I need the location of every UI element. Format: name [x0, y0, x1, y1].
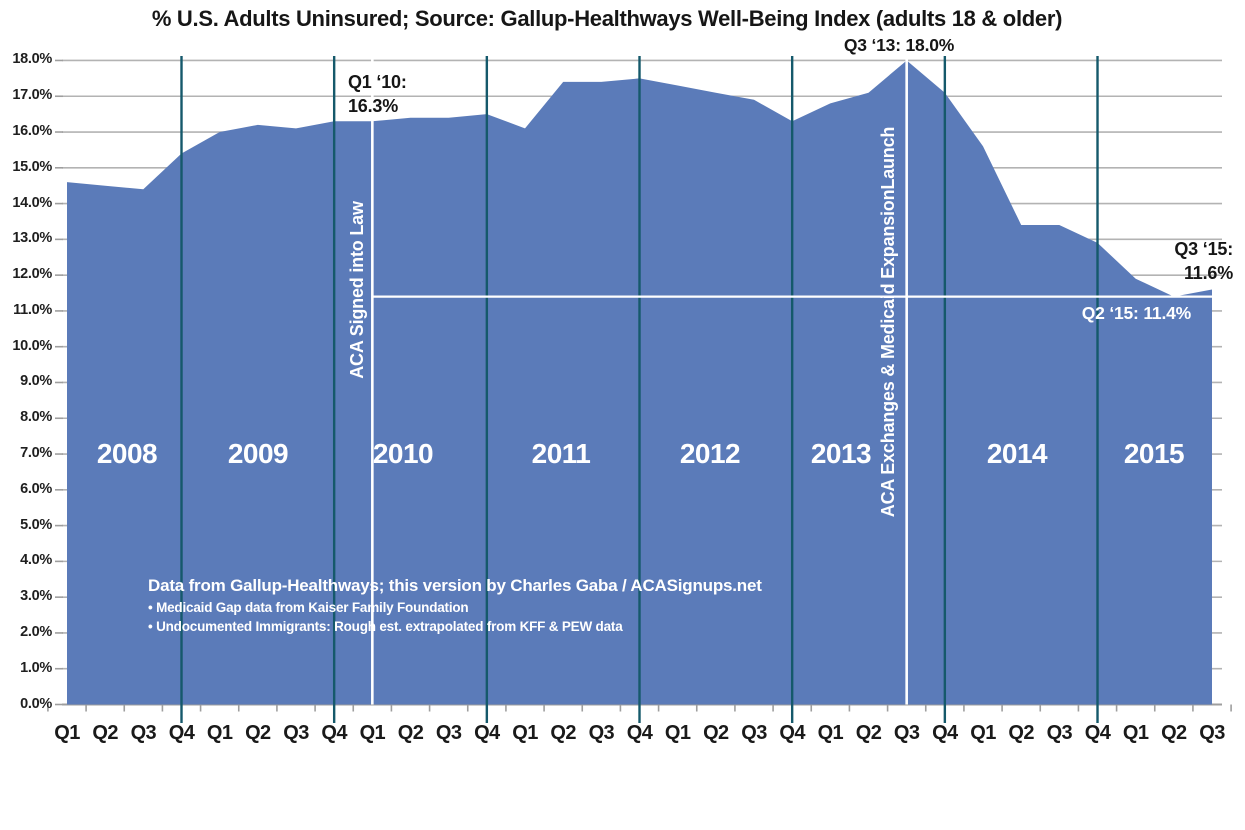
x-axis-label-2012-Q1: Q1: [664, 722, 691, 744]
year-label-2013: 2013: [810, 438, 872, 469]
x-axis-label-2013-Q1: Q1: [817, 722, 844, 744]
x-axis-label-2015-Q1: Q1: [1122, 722, 1149, 744]
y-axis-label-40: 4.0%: [20, 552, 52, 569]
year-label-2010: 2010: [372, 438, 434, 469]
x-axis-label-2009-Q3: Q3: [283, 722, 309, 744]
x-axis-label-2015-Q2: Q2: [1161, 722, 1187, 744]
year-label-2015: 2015: [1123, 438, 1185, 469]
x-axis-label-2011-Q4: Q4: [626, 722, 653, 744]
x-axis-label-2014-Q1: Q1: [970, 722, 996, 744]
x-axis-label-2009-Q4: Q4: [321, 722, 347, 744]
y-axis-label-30: 3.0%: [20, 588, 52, 605]
year-label-2008: 2008: [96, 438, 158, 469]
x-axis-label-2013-Q2: Q2: [855, 722, 882, 744]
x-axis-label-2008-Q2: Q2: [92, 722, 118, 744]
y-axis-label-140: 14.0%: [12, 194, 52, 211]
x-axis-label-2014-Q3: Q3: [1046, 722, 1073, 744]
event-label-aca-signed-into-law: ACA Signed into Law: [347, 201, 367, 379]
x-axis-label-2011-Q1: Q1: [512, 722, 538, 744]
source-note-main: Data from Gallup-Healthways; this versio…: [148, 576, 762, 595]
chart-title: % U.S. Adults Uninsured; Source: Gallup-…: [151, 6, 1063, 31]
x-axis-label-2008-Q1: Q1: [54, 722, 80, 744]
x-axis-label-2015-Q3: Q3: [1199, 722, 1225, 744]
annotation-q1-2010: Q1 ‘10: 16.3%: [348, 70, 407, 118]
y-axis-label-90: 9.0%: [20, 373, 52, 390]
x-axis-label-2012-Q4: Q4: [779, 722, 805, 744]
annotation-q3-2015-line1: Q3 ‘15:: [1174, 239, 1233, 259]
x-axis-label-2014-Q4: Q4: [1084, 722, 1111, 744]
annotation-q1-2010-line2: 16.3%: [348, 96, 399, 116]
x-axis-label-2012-Q3: Q3: [741, 722, 767, 744]
y-axis-label-160: 16.0%: [12, 123, 52, 140]
y-axis-label-130: 13.0%: [12, 230, 52, 247]
annotation-q3-2015: Q3 ‘15: 11.6%: [1100, 237, 1233, 285]
year-label-2014: 2014: [986, 438, 1048, 469]
annotation-q2-2015: Q2 ‘15: 11.4%: [1081, 303, 1191, 323]
y-axis-label-60: 6.0%: [20, 480, 52, 497]
y-axis-label-00: 0.0%: [20, 695, 52, 712]
y-axis-label-70: 7.0%: [20, 445, 52, 462]
y-axis-label-150: 15.0%: [12, 158, 52, 175]
source-note-undocumented: • Undocumented Immigrants: Rough est. ex…: [148, 619, 623, 634]
x-axis-label-2013-Q3: Q3: [893, 722, 920, 744]
y-axis-label-170: 17.0%: [12, 87, 52, 104]
annotation-q1-2010-line1: Q1 ‘10:: [348, 72, 407, 92]
x-axis-label-2008-Q3: Q3: [130, 722, 157, 744]
x-axis-label-2010-Q3: Q3: [435, 722, 462, 744]
x-axis-label-2013-Q4: Q4: [932, 722, 958, 744]
x-axis-label-2012-Q2: Q2: [703, 722, 729, 744]
x-axis-label-2010-Q1: Q1: [359, 722, 386, 744]
y-axis-label-10: 1.0%: [20, 659, 52, 676]
y-axis-label-180: 18.0%: [12, 51, 52, 68]
source-note-medicaid-gap: • Medicaid Gap data from Kaiser Family F…: [148, 600, 469, 615]
annotation-q3-2013-peak: Q3 ‘13: 18.0%: [843, 35, 955, 55]
year-label-2009: 2009: [227, 438, 289, 469]
x-axis-label-2011-Q2: Q2: [550, 722, 576, 744]
x-axis-label-2014-Q2: Q2: [1008, 722, 1034, 744]
year-label-2012: 2012: [679, 438, 741, 469]
y-axis-label-100: 10.0%: [12, 337, 52, 354]
y-axis-label-120: 12.0%: [12, 266, 52, 283]
y-axis-label-110: 11.0%: [13, 301, 52, 318]
x-axis-label-2008-Q4: Q4: [168, 722, 195, 744]
x-axis-label-2011-Q3: Q3: [588, 722, 615, 744]
annotation-q3-2015-line2: 11.6%: [1183, 263, 1233, 283]
year-label-2011: 2011: [531, 438, 591, 469]
event-label-aca-exchanges-medicaid-expansion: ACA Exchanges & Medicaid ExpansionLaunch: [878, 126, 898, 518]
y-axis-label-50: 5.0%: [20, 516, 52, 533]
y-axis-label-80: 8.0%: [20, 409, 52, 426]
x-axis-label-2009-Q2: Q2: [245, 722, 271, 744]
x-axis-label-2010-Q4: Q4: [474, 722, 500, 744]
y-axis-label-20: 2.0%: [20, 623, 52, 640]
x-axis-label-2009-Q1: Q1: [206, 722, 233, 744]
x-axis-label-2010-Q2: Q2: [397, 722, 424, 744]
